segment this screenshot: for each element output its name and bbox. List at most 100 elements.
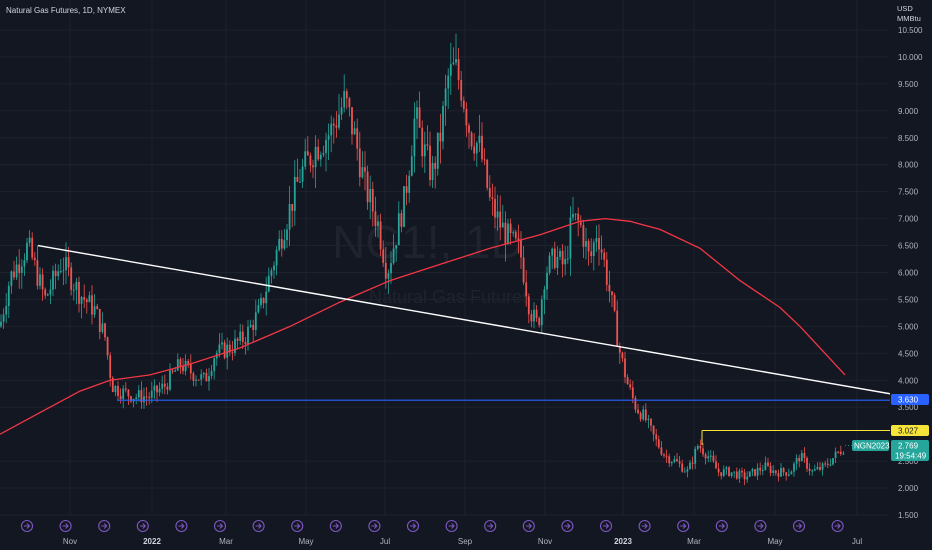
candle-body: [234, 338, 236, 353]
event-marker-icon[interactable]: [368, 519, 381, 533]
candle-body: [600, 249, 603, 253]
event-marker-icon[interactable]: [445, 519, 458, 533]
y-tick-label: 2.500: [898, 457, 919, 466]
candle-body: [548, 255, 551, 273]
candle-body: [816, 466, 819, 470]
candle-body: [748, 471, 751, 477]
y-tick-label: 9.500: [898, 80, 919, 89]
candle-body: [442, 105, 444, 142]
candle-body: [447, 75, 450, 89]
event-marker-icon[interactable]: [175, 519, 188, 533]
candle-body: [626, 377, 629, 385]
y-tick-label: 10.000: [898, 53, 923, 62]
event-marker-icon[interactable]: [59, 519, 72, 533]
event-marker-icon[interactable]: [329, 519, 342, 533]
candle-body: [488, 187, 491, 198]
candle-body: [501, 222, 504, 228]
event-marker-icon[interactable]: [754, 519, 767, 533]
candle-body: [332, 123, 335, 126]
event-marker-icon[interactable]: [136, 519, 149, 533]
y-tick-label: 3.500: [898, 403, 919, 412]
candle-body: [88, 295, 91, 303]
candle-body: [130, 396, 132, 402]
candle-body: [299, 181, 301, 183]
candle-body: [821, 463, 824, 470]
candle-body: [156, 385, 158, 393]
candle-body: [15, 264, 18, 278]
candle-body: [171, 370, 174, 372]
candle-body: [517, 238, 520, 241]
event-markers[interactable]: [20, 519, 844, 533]
candlestick-series: [0, 33, 845, 486]
event-marker-icon[interactable]: [291, 519, 304, 533]
y-tick-label: 8.000: [898, 161, 919, 170]
candle-body: [335, 125, 338, 128]
event-marker-icon[interactable]: [792, 519, 806, 533]
event-marker-icon[interactable]: [677, 519, 690, 533]
candle-body: [605, 259, 608, 285]
candle-body: [104, 323, 106, 338]
time-axis[interactable]: Nov 2022 Mar May Jul Sep Nov 2023 Mar May Jul: [63, 537, 862, 546]
candle-body: [551, 248, 554, 256]
event-marker-icon[interactable]: [522, 519, 535, 533]
candle-body: [754, 469, 756, 476]
candle-body: [260, 297, 262, 306]
event-marker-icon[interactable]: [715, 519, 728, 533]
event-marker-icon[interactable]: [98, 519, 111, 533]
moving-average-line: [0, 217, 846, 435]
candle-body: [111, 377, 114, 393]
candle-body: [351, 107, 353, 135]
candle-body: [774, 470, 777, 474]
candle-body: [405, 186, 408, 193]
candle-body: [759, 467, 762, 471]
candle-body: [444, 88, 447, 106]
candle-body: [681, 463, 684, 472]
candle-body: [522, 257, 525, 283]
candle-body: [247, 326, 249, 344]
candle-body: [699, 445, 702, 449]
candle-body: [426, 144, 429, 146]
candle-body: [839, 451, 842, 454]
candle-body: [252, 324, 255, 330]
candle-body: [704, 454, 707, 459]
candle-body: [85, 299, 88, 303]
candle-body: [829, 464, 832, 466]
candle-body: [486, 160, 489, 188]
candle-body: [174, 370, 177, 372]
symbol-label: NGN2023: [854, 442, 890, 451]
candle-body: [813, 469, 816, 471]
price-axis[interactable]: 10.500 10.000 9.500 9.000 8.500 8.000 7.500 7.0…: [898, 26, 923, 520]
candle-body: [665, 455, 668, 457]
candle-body: [65, 257, 67, 271]
x-tick-label: May: [298, 537, 313, 546]
event-marker-icon[interactable]: [484, 519, 497, 533]
event-marker-icon[interactable]: [638, 519, 651, 533]
candle-body: [746, 476, 749, 480]
event-marker-icon[interactable]: [252, 519, 265, 533]
event-marker-icon[interactable]: [599, 519, 613, 533]
y-tick-label: 6.000: [898, 269, 919, 278]
candle-body: [634, 397, 637, 410]
candle-body: [54, 270, 57, 277]
candle-body: [2, 314, 5, 322]
candle-body: [244, 342, 247, 344]
candle-body: [210, 370, 213, 376]
candle-body: [621, 352, 624, 359]
candle-body: [624, 358, 626, 378]
candle-body: [176, 359, 179, 371]
event-marker-icon[interactable]: [831, 519, 844, 533]
event-marker-icon[interactable]: [406, 519, 420, 533]
event-marker-icon[interactable]: [213, 519, 227, 533]
candle-body: [57, 271, 60, 277]
candle-body: [637, 409, 639, 414]
candle-body: [702, 448, 704, 455]
trendline[interactable]: [37, 244, 891, 395]
candle-body: [80, 297, 83, 304]
candle-body: [49, 289, 52, 295]
event-marker-icon[interactable]: [561, 519, 574, 533]
candle-body: [288, 204, 291, 230]
candle-body: [478, 135, 481, 144]
event-marker-icon[interactable]: [20, 519, 34, 533]
candle-body: [806, 457, 808, 469]
